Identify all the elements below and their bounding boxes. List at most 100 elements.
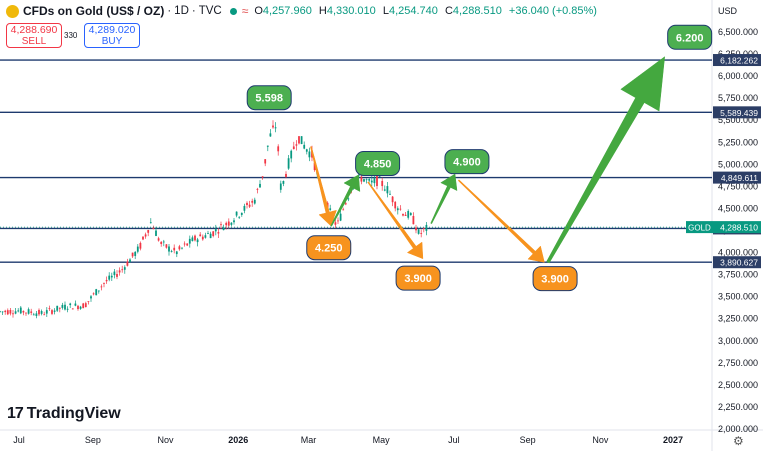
level-price-label: 5,589.439 <box>720 108 758 118</box>
level-price-label: 6,182.262 <box>720 56 758 66</box>
y-tick-label: 2,750.000 <box>718 358 758 368</box>
candle-body <box>274 127 277 129</box>
candle-body <box>251 200 254 203</box>
candle-body <box>337 220 339 222</box>
candle-body <box>243 205 246 211</box>
annotation-label-text: 5.598 <box>255 93 283 105</box>
x-tick-label: Jul <box>448 435 460 445</box>
candle-body <box>51 310 53 314</box>
candle-body <box>365 179 368 181</box>
y-tick-label: 5,250.000 <box>718 137 758 147</box>
candle-body <box>259 183 261 188</box>
annotation-label-box <box>667 24 713 50</box>
candle-body <box>66 308 69 310</box>
candle-body <box>212 231 215 236</box>
candle-body <box>199 234 202 237</box>
buy-button[interactable]: 4,289.020 BUY <box>84 23 140 48</box>
candle-body <box>97 290 100 292</box>
symbol-name[interactable]: CFDs on Gold (US$ / OZ) <box>23 4 165 18</box>
candle-body <box>191 237 194 242</box>
y-tick-label: 5,500.000 <box>718 115 758 125</box>
gold-symbol-icon <box>6 4 19 18</box>
y-tick-label: 2,250.000 <box>718 402 758 412</box>
candle-body <box>381 180 384 187</box>
candle-body <box>82 303 85 309</box>
candle-body <box>9 309 12 314</box>
candle-body <box>373 178 376 184</box>
candle-body <box>415 227 417 231</box>
projection-arrow-orange <box>367 181 424 259</box>
candle-body <box>389 193 391 195</box>
y-tick-label: 6,000.000 <box>718 71 758 81</box>
candle-body <box>342 209 345 211</box>
candle-body <box>152 227 155 230</box>
candle-body <box>298 136 300 144</box>
currency-selector[interactable]: USD <box>718 6 738 16</box>
candle-body <box>69 303 72 306</box>
y-tick-label: 5,750.000 <box>718 93 758 103</box>
candle-body <box>77 305 79 310</box>
candle-body <box>144 234 147 237</box>
interval-label[interactable]: 1D <box>174 5 189 17</box>
x-tick-label: Nov <box>592 435 609 445</box>
candle-body <box>48 308 51 310</box>
candle-body <box>303 144 306 149</box>
candle-body <box>121 269 124 271</box>
candle-body <box>6 310 9 315</box>
annotation-label-box <box>444 149 490 175</box>
buy-label: BUY <box>101 36 123 47</box>
candle-body <box>357 174 360 176</box>
market-open-icon <box>229 7 237 15</box>
annotation-label-text: 4.250 <box>315 243 343 255</box>
candle-body <box>155 230 157 236</box>
wave-icon: ≈ <box>241 4 249 18</box>
tradingview-logo[interactable]: 17 TradingView <box>7 405 121 423</box>
annotation-label-box <box>395 265 441 291</box>
candle-body <box>246 202 248 206</box>
candle-body <box>420 233 423 234</box>
candle-body <box>417 229 420 234</box>
annotation-label-text: 3.900 <box>541 274 569 286</box>
y-tick-label: 4,750.000 <box>718 181 758 191</box>
candle-body <box>32 314 35 316</box>
candle-body <box>79 306 82 309</box>
header-separator: · <box>167 5 172 17</box>
sell-button[interactable]: 4,288.690 SELL <box>6 23 62 48</box>
candle-body <box>160 241 163 245</box>
candle-body <box>386 186 389 194</box>
candle-body <box>4 310 7 313</box>
candle-body <box>269 133 272 137</box>
candle-body <box>142 236 144 240</box>
candle-body <box>53 310 56 312</box>
candle-body <box>175 251 178 255</box>
candle-body <box>264 159 267 164</box>
symbol-tag <box>686 221 713 234</box>
candle-body <box>131 252 134 257</box>
y-tick-label: 2,000.000 <box>718 424 758 434</box>
level-price-label: 3,890.627 <box>720 258 758 268</box>
y-tick-label: 4,500.000 <box>718 203 758 213</box>
candle-body <box>313 162 316 170</box>
candle-body <box>61 304 64 308</box>
candle-body <box>240 212 243 215</box>
candle-body <box>194 235 196 241</box>
gear-icon[interactable]: ⚙ <box>733 434 744 448</box>
candle-body <box>378 176 381 177</box>
candle-body <box>116 274 118 277</box>
candle-body <box>134 251 137 256</box>
buy-price: 4,289.020 <box>88 24 136 36</box>
candle-body <box>207 233 209 234</box>
spread-value: 330 <box>64 31 78 40</box>
x-tick-label: 2027 <box>663 435 683 445</box>
y-tick-label: 3,000.000 <box>718 336 758 346</box>
candle-body <box>329 208 332 210</box>
candle-body <box>19 307 22 314</box>
y-tick-label: 6,500.000 <box>718 27 758 37</box>
candle-body <box>27 309 30 314</box>
candle-body <box>412 216 415 225</box>
candle-body <box>334 222 337 225</box>
candle-body <box>43 314 46 316</box>
x-tick-label: Sep <box>520 435 536 445</box>
candle-body <box>409 213 412 216</box>
